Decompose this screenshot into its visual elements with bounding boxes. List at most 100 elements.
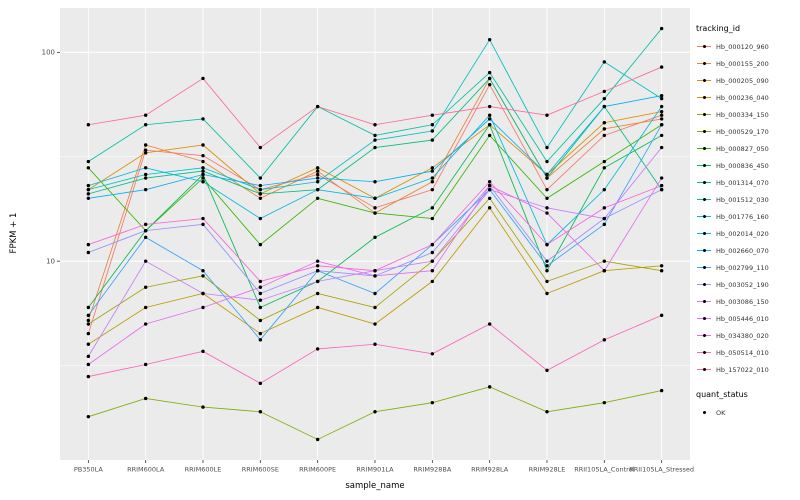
legend-item-Hb_002799_110: Hb_002799_110 <box>696 259 798 276</box>
data-point <box>602 222 607 227</box>
data-point <box>201 269 205 273</box>
data-point <box>659 113 664 117</box>
data-point <box>258 196 263 200</box>
data-point <box>258 338 263 342</box>
data-point <box>545 206 549 210</box>
data-point <box>86 318 91 323</box>
data-point <box>86 192 91 196</box>
data-point <box>373 274 377 278</box>
legend-label: Hb_000529_170 <box>716 127 769 136</box>
legend-label: Hb_003086_150 <box>716 297 769 306</box>
data-point <box>659 26 664 31</box>
legend-label: Hb_000827_050 <box>716 144 769 153</box>
data-point <box>487 82 492 87</box>
legend-key-icon <box>696 294 712 310</box>
data-point <box>258 331 263 336</box>
data-point <box>258 318 263 323</box>
legend-label: Hb_050514_010 <box>716 348 769 357</box>
data-point <box>659 117 664 121</box>
data-point <box>602 104 607 109</box>
data-point <box>143 166 148 170</box>
data-point <box>487 385 492 389</box>
data-point <box>143 396 148 401</box>
legend-label: Hb_002014_020 <box>716 229 769 238</box>
legend-key-icon <box>696 209 712 225</box>
data-point <box>659 133 664 138</box>
x-tick-label: RRII105LA_Control <box>574 466 634 474</box>
data-point <box>315 176 320 180</box>
data-point <box>201 76 205 81</box>
legend-label: Hb_000236_040 <box>716 93 769 102</box>
data-point <box>201 117 205 121</box>
legend-label: OK <box>716 408 726 417</box>
data-point <box>602 127 607 131</box>
data-point <box>315 169 320 173</box>
data-point <box>487 70 492 75</box>
data-point <box>487 187 492 192</box>
data-point <box>430 166 435 170</box>
data-point <box>315 305 320 310</box>
data-point <box>602 96 607 101</box>
legend-label: Hb_002660_070 <box>716 246 769 255</box>
data-point <box>487 113 492 117</box>
data-point <box>545 172 549 177</box>
data-point <box>602 121 607 125</box>
x-axis-title: sample_name <box>345 481 405 491</box>
legend-label: Hb_000205_090 <box>716 76 769 85</box>
data-point <box>659 264 664 268</box>
data-point <box>201 143 205 147</box>
data-point <box>315 166 320 170</box>
data-point <box>430 123 435 127</box>
data-point <box>315 187 320 192</box>
legend-key-icon <box>696 345 712 361</box>
legend-item-Hb_034380_020: Hb_034380_020 <box>696 327 798 344</box>
data-point <box>545 242 549 247</box>
data-point <box>201 172 205 177</box>
x-tick-label: RRIM928BA <box>413 466 451 474</box>
data-point <box>659 96 664 101</box>
legend-label: Hb_001512_030 <box>716 195 769 204</box>
data-point <box>258 192 263 196</box>
x-tick-label: PB350LA <box>74 466 104 474</box>
legend-key-icon <box>696 277 712 293</box>
data-point <box>373 269 377 273</box>
legend-item-Hb_001776_160: Hb_001776_160 <box>696 208 798 225</box>
data-point <box>430 259 435 263</box>
legend-label: Hb_003052_190 <box>716 280 769 289</box>
data-point <box>86 123 91 127</box>
data-point <box>430 129 435 133</box>
data-point <box>315 259 320 263</box>
data-point <box>315 172 320 177</box>
legend-label: Hb_034380_020 <box>716 331 769 340</box>
data-point <box>430 176 435 180</box>
legend-item-Hb_002660_070: Hb_002660_070 <box>696 242 798 259</box>
legend-item-Hb_000155_200: Hb_000155_200 <box>696 55 798 72</box>
data-point <box>201 405 205 409</box>
legend-item-Hb_000120_960: Hb_000120_960 <box>696 38 798 55</box>
data-point <box>659 388 664 393</box>
data-point <box>86 159 91 164</box>
data-point <box>315 347 320 351</box>
legend-panel: tracking_id Hb_000120_960 Hb_000155_200 Hb… <box>696 24 798 421</box>
legend-item-Hb_003052_190: Hb_003052_190 <box>696 276 798 293</box>
data-point <box>430 169 435 173</box>
data-point <box>86 313 91 318</box>
legend-key-icon <box>696 39 712 55</box>
data-point <box>602 187 607 192</box>
data-point <box>201 349 205 354</box>
data-point <box>86 331 91 336</box>
legend-item-quant-status-ok: OK <box>696 404 798 421</box>
data-point <box>143 322 148 326</box>
data-point <box>143 222 148 227</box>
data-point <box>373 138 377 142</box>
data-point <box>373 235 377 240</box>
legend-item-Hb_000827_050: Hb_000827_050 <box>696 140 798 157</box>
legend-key-icon <box>696 243 712 259</box>
data-point <box>143 228 148 233</box>
legend-item-Hb_000529_170: Hb_000529_170 <box>696 123 798 140</box>
legend-key-icon <box>696 226 712 242</box>
data-point <box>143 123 148 127</box>
data-point <box>201 222 205 227</box>
data-point <box>430 400 435 405</box>
